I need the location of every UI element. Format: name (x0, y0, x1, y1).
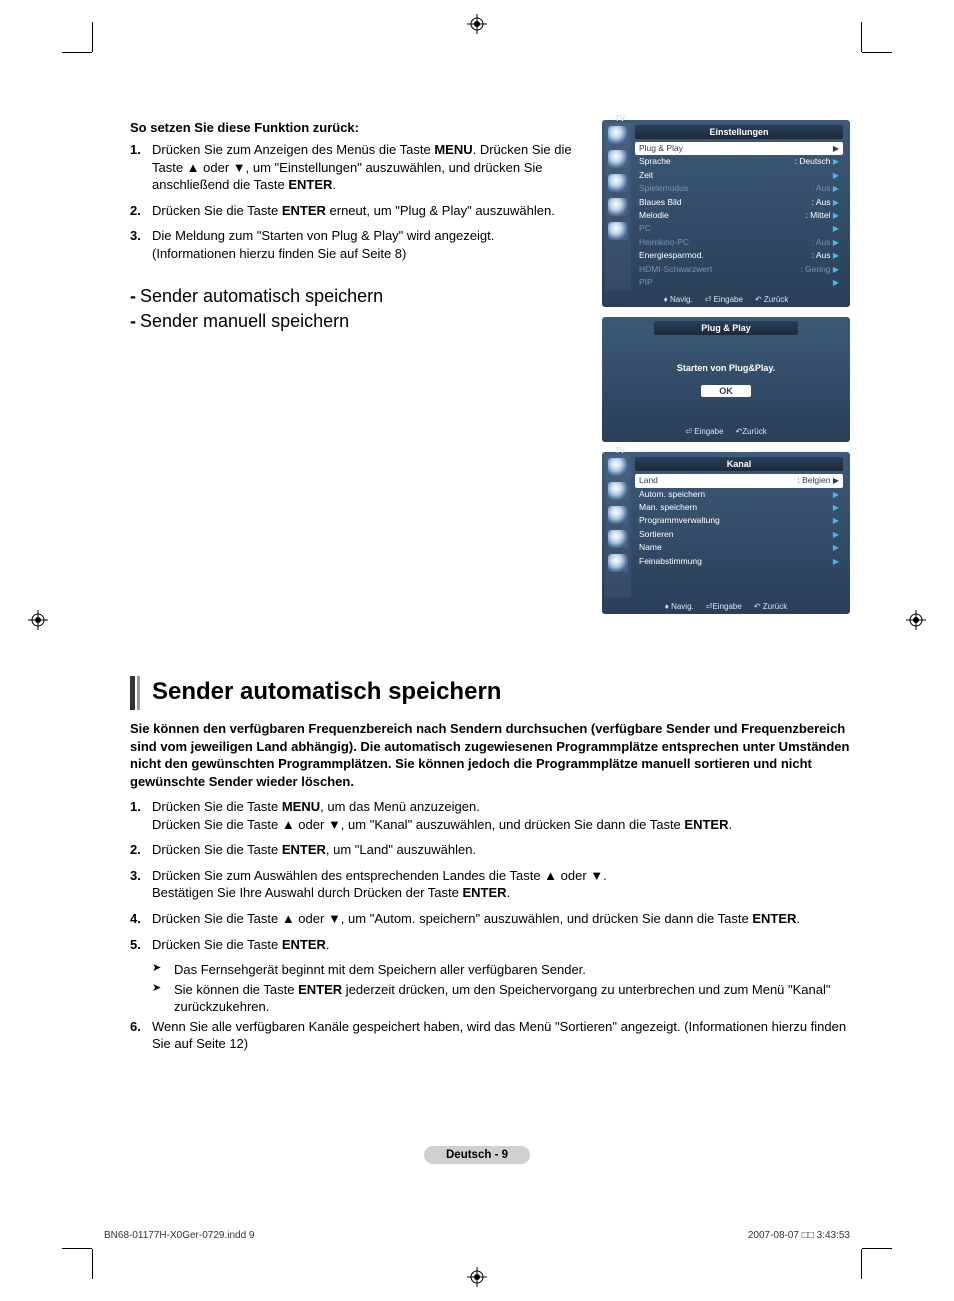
instruction-step: 6.Wenn Sie alle verfügbaren Kanäle gespe… (130, 1018, 850, 1053)
osd-channel-menu: TV Kanal Land: Belgien ▶Autom. speichern… (602, 452, 850, 614)
osd-menu-icon (608, 198, 628, 216)
osd-footer-enter: ⏎ Eingabe (705, 295, 743, 304)
osd-menu-icon (608, 222, 628, 240)
osd-footer-back: ↶Zurück (736, 427, 767, 436)
osd-tv-label: TV (615, 114, 625, 123)
osd-title: Kanal (635, 457, 843, 471)
osd-menu-item[interactable]: Land: Belgien ▶ (635, 474, 843, 487)
osd-menu-icon (608, 126, 628, 144)
crop-mark (62, 1248, 92, 1249)
osd-menu-item[interactable]: Man. speichern ▶ (635, 501, 843, 514)
feature-bullet: Sender automatisch speichern (130, 286, 580, 307)
osd-menu-item[interactable]: Zeit ▶ (635, 169, 843, 182)
print-timestamp: 2007-08-07 □□ 3:43:53 (748, 1230, 850, 1241)
instruction-step: 4.Drücken Sie die Taste ▲ oder ▼, um "Au… (130, 910, 850, 928)
print-job-footer: BN68-01177H-X0Ger-0729.indd 9 2007-08-07… (104, 1230, 850, 1241)
page-number-footer: Deutsch - 9 (424, 1146, 530, 1161)
instruction-step: 1.Drücken Sie die Taste MENU, um das Men… (130, 798, 850, 833)
osd-menu-item[interactable]: Programmverwaltung ▶ (635, 514, 843, 527)
crop-mark (862, 1248, 892, 1249)
osd-footer-nav: ♦ Navig. (664, 295, 693, 304)
osd-menu-item[interactable]: PC ▶ (635, 222, 843, 235)
instruction-step: 1.Drücken Sie zum Anzeigen des Menüs die… (130, 141, 580, 194)
osd-menu-item[interactable]: Name ▶ (635, 541, 843, 554)
instruction-step: 3.Die Meldung zum "Starten von Plug & Pl… (130, 227, 580, 262)
osd-menu-icon (608, 150, 628, 168)
osd-menu-item[interactable]: Feinabstimmung ▶ (635, 555, 843, 568)
heading-bar-icon (130, 676, 135, 710)
osd-menu-item[interactable]: Plug & Play ▶ (635, 142, 843, 155)
osd-footer-nav: ♦ Navig. (665, 602, 694, 611)
osd-menu-item[interactable]: Melodie: Mittel ▶ (635, 209, 843, 222)
osd-footer-enter: ⏎ Eingabe (685, 427, 723, 436)
crop-mark (62, 52, 92, 53)
osd-menu-item[interactable]: Energiesparmod.: Aus ▶ (635, 249, 843, 262)
instruction-step: 2.Drücken Sie die Taste ENTER, um "Land"… (130, 841, 850, 859)
feature-bullet: Sender manuell speichern (130, 311, 580, 332)
osd-tv-label: TV (615, 446, 625, 455)
osd-dialog-message: Starten von Plug&Play. (606, 363, 846, 373)
osd-menu-item[interactable]: Sortieren ▶ (635, 528, 843, 541)
osd-menu-icon (608, 174, 628, 192)
section-intro: Sie können den verfügbaren Frequenzberei… (130, 720, 850, 790)
instruction-step: 3.Drücken Sie zum Auswählen des entsprec… (130, 867, 850, 902)
osd-menu-item[interactable]: Autom. speichern ▶ (635, 488, 843, 501)
registration-mark-icon (467, 14, 487, 34)
section-heading: Sender automatisch speichern (152, 676, 501, 710)
crop-mark (862, 52, 892, 53)
osd-dialog-title: Plug & Play (654, 321, 798, 335)
osd-menu-icon (608, 482, 628, 500)
osd-plug-play-dialog: Plug & Play Starten von Plug&Play. OK ⏎ … (602, 317, 850, 442)
crop-mark (92, 1249, 93, 1279)
osd-menu-item[interactable]: Spielemodus: Aus ▶ (635, 182, 843, 195)
print-file-name: BN68-01177H-X0Ger-0729.indd 9 (104, 1230, 254, 1241)
crop-mark (861, 1249, 862, 1279)
osd-settings-menu: TV Einstellungen Plug & Play ▶Sprache: D… (602, 120, 850, 307)
osd-menu-item[interactable]: Heimkino-PC: Aus ▶ (635, 236, 843, 249)
crop-mark (92, 22, 93, 52)
osd-menu-item[interactable]: Sprache: Deutsch ▶ (635, 155, 843, 168)
crop-mark (861, 22, 862, 52)
instruction-note: ➤Sie können die Taste ENTER jederzeit dr… (152, 981, 850, 1016)
registration-mark-icon (467, 1267, 487, 1287)
instruction-step: 2.Drücken Sie die Taste ENTER erneut, um… (130, 202, 580, 220)
osd-footer-back: ↶ Zurück (755, 295, 788, 304)
osd-menu-icon (608, 530, 628, 548)
osd-menu-icon (608, 554, 628, 572)
osd-menu-icon (608, 506, 628, 524)
instruction-note: ➤Das Fernsehgerät beginnt mit dem Speich… (152, 961, 850, 979)
heading-bar-icon (137, 676, 140, 710)
osd-menu-item[interactable]: Blaues Bild: Aus ▶ (635, 196, 843, 209)
osd-menu-item[interactable]: PIP ▶ (635, 276, 843, 289)
ok-button[interactable]: OK (701, 385, 751, 397)
registration-mark-icon (28, 610, 48, 630)
osd-menu-item[interactable]: HDMI-Schwarzwert: Gering ▶ (635, 263, 843, 276)
osd-footer-back: ↶ Zurück (754, 602, 787, 611)
osd-footer-enter: ⏎Eingabe (706, 602, 742, 611)
osd-menu-icon (608, 458, 628, 476)
reset-heading: So setzen Sie diese Funktion zurück: (130, 120, 580, 135)
instruction-step: 5.Drücken Sie die Taste ENTER. (130, 936, 850, 954)
osd-title: Einstellungen (635, 125, 843, 139)
registration-mark-icon (906, 610, 926, 630)
